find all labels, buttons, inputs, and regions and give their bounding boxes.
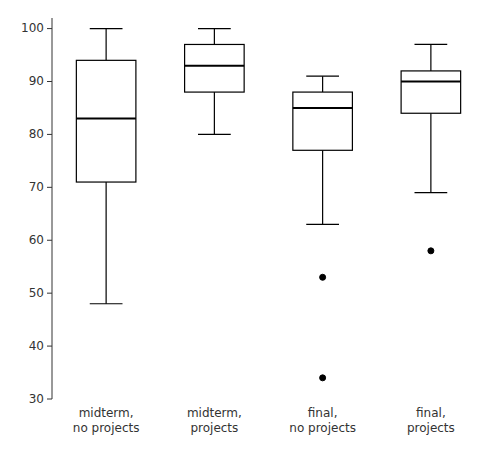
y-tick xyxy=(47,28,52,29)
lower-cap xyxy=(198,134,231,135)
x-tick-label-line: midterm, xyxy=(187,406,242,420)
median xyxy=(76,118,136,120)
x-tick-label: final,no projects xyxy=(289,406,356,435)
median xyxy=(293,107,353,109)
upper-cap xyxy=(198,28,231,29)
median xyxy=(401,81,461,83)
box xyxy=(401,71,461,113)
y-tick xyxy=(47,81,52,82)
upper-whisker xyxy=(430,44,431,70)
x-axis: midterm,no projectsmidterm,projectsfinal… xyxy=(73,406,455,435)
x-tick-label: midterm,no projects xyxy=(73,406,140,435)
median xyxy=(185,65,245,67)
y-tick-label: 30 xyxy=(29,392,44,406)
upper-cap xyxy=(306,76,339,77)
x-tick-label-line: midterm, xyxy=(79,406,134,420)
y-axis-line xyxy=(52,18,53,399)
box xyxy=(76,60,136,182)
lower-whisker xyxy=(106,182,107,304)
y-tick-label: 90 xyxy=(29,74,44,88)
box-group xyxy=(76,29,136,304)
outlier xyxy=(428,248,434,254)
box-group xyxy=(401,44,461,253)
y-tick xyxy=(47,346,52,347)
x-tick-label-line: projects xyxy=(190,421,238,435)
y-tick xyxy=(47,240,52,241)
outlier xyxy=(320,375,326,381)
x-tick-label-line: final, xyxy=(416,406,446,420)
x-tick-label-line: no projects xyxy=(289,421,356,435)
box xyxy=(185,44,245,92)
y-tick-label: 80 xyxy=(29,127,44,141)
box xyxy=(293,92,353,150)
y-tick-label: 100 xyxy=(21,21,44,35)
lower-cap xyxy=(90,303,123,304)
y-tick xyxy=(47,293,52,294)
upper-cap xyxy=(415,44,448,45)
box-group xyxy=(293,76,353,381)
chart: 30405060708090100midterm,no projectsmidt… xyxy=(0,0,500,457)
x-tick-label: midterm,projects xyxy=(187,406,242,435)
x-tick-label: final,projects xyxy=(407,406,455,435)
upper-whisker xyxy=(214,29,215,45)
y-tick xyxy=(47,134,52,135)
plot-area xyxy=(76,29,460,381)
lower-whisker xyxy=(430,113,431,192)
lower-whisker xyxy=(322,150,323,224)
upper-cap xyxy=(90,28,123,29)
chart-container: 30405060708090100midterm,no projectsmidt… xyxy=(0,0,500,457)
x-tick-label-line: projects xyxy=(407,421,455,435)
y-tick-label: 40 xyxy=(29,339,44,353)
y-tick xyxy=(47,399,52,400)
y-axis: 30 40 50 60 70 80 90 100 xyxy=(21,18,52,406)
lower-cap xyxy=(415,192,448,193)
upper-whisker xyxy=(106,29,107,61)
lower-cap xyxy=(306,224,339,225)
y-tick-label: 60 xyxy=(29,233,44,247)
outlier xyxy=(320,274,326,280)
y-tick-label: 50 xyxy=(29,286,44,300)
x-tick-label-line: final, xyxy=(308,406,338,420)
y-tick-label: 70 xyxy=(29,180,44,194)
lower-whisker xyxy=(214,92,215,134)
y-tick xyxy=(47,187,52,188)
box-group xyxy=(185,29,245,135)
upper-whisker xyxy=(322,76,323,92)
x-tick-label-line: no projects xyxy=(73,421,140,435)
